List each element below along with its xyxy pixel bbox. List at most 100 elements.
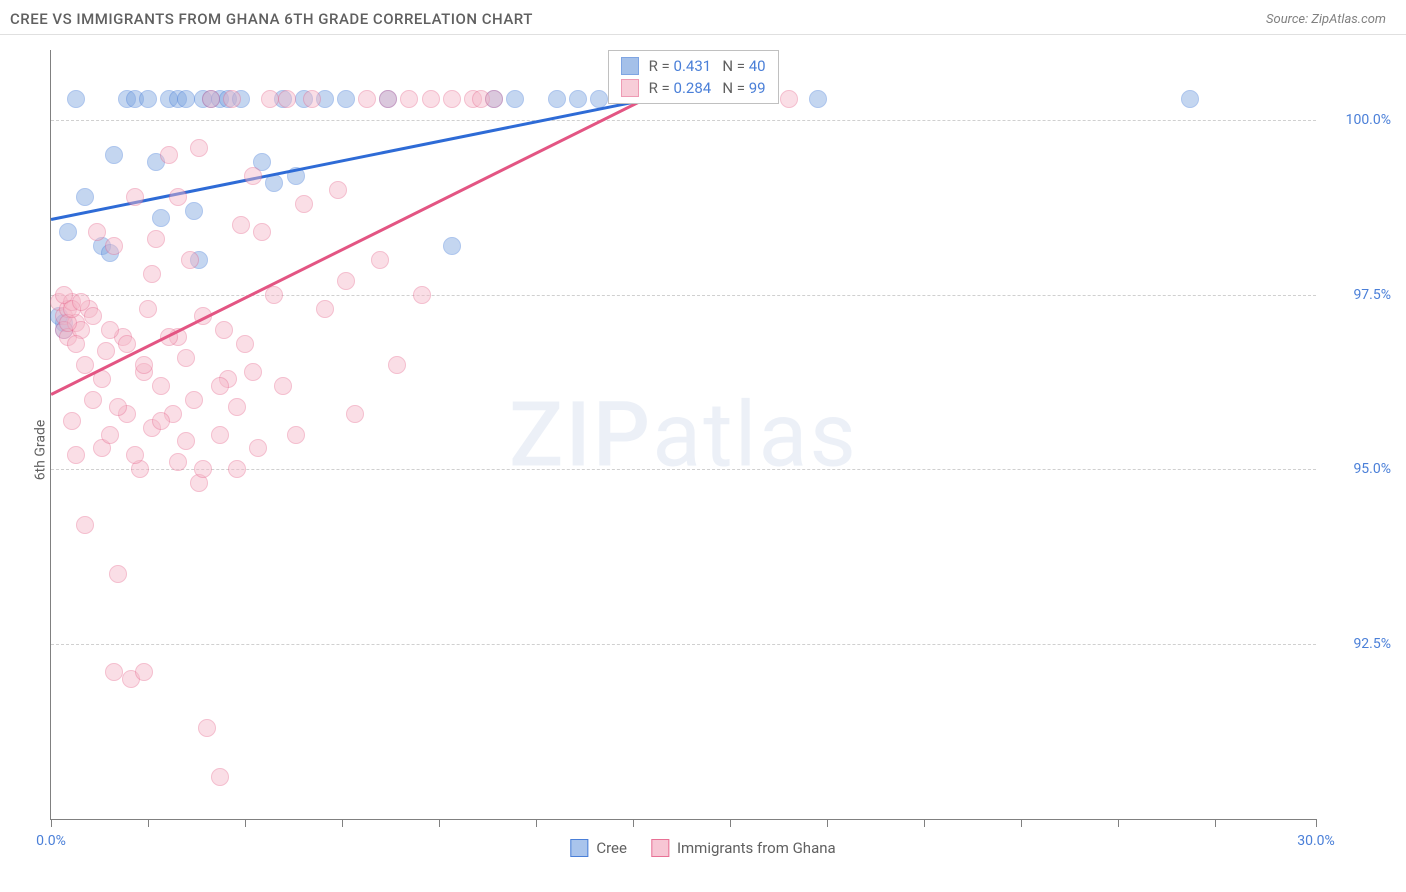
data-point xyxy=(329,181,347,199)
gridline-h xyxy=(51,120,1316,121)
legend-stats-text: R = 0.431 N = 40 xyxy=(649,57,766,75)
data-point xyxy=(211,377,229,395)
data-point xyxy=(177,90,195,108)
legend-swatch xyxy=(621,57,639,75)
data-point xyxy=(1181,90,1199,108)
data-point xyxy=(101,426,119,444)
data-point xyxy=(202,90,220,108)
data-point xyxy=(249,439,267,457)
data-point xyxy=(147,230,165,248)
gridline-h xyxy=(51,295,1316,296)
xtick xyxy=(1316,819,1317,827)
data-point xyxy=(97,342,115,360)
data-point xyxy=(88,223,106,241)
legend-item-ghana: Immigrants from Ghana xyxy=(651,839,836,857)
data-point xyxy=(422,90,440,108)
data-point xyxy=(303,90,321,108)
data-point xyxy=(126,446,144,464)
xtick xyxy=(1215,819,1216,827)
data-point xyxy=(236,335,254,353)
data-point xyxy=(244,167,262,185)
data-point xyxy=(211,426,229,444)
data-point xyxy=(278,90,296,108)
trend-line xyxy=(50,99,641,395)
data-point xyxy=(379,90,397,108)
data-point xyxy=(139,90,157,108)
xtick xyxy=(536,819,537,827)
data-point xyxy=(223,90,241,108)
data-point xyxy=(152,412,170,430)
data-point xyxy=(569,90,587,108)
data-point xyxy=(84,391,102,409)
data-point xyxy=(232,216,250,234)
ytick-label: 92.5% xyxy=(1326,636,1391,652)
data-point xyxy=(809,90,827,108)
data-point xyxy=(101,321,119,339)
legend-stats: R = 0.431 N = 40 R = 0.284 N = 99 xyxy=(608,50,779,104)
data-point xyxy=(185,202,203,220)
legend-stats-row: R = 0.431 N = 40 xyxy=(621,55,766,77)
data-point xyxy=(253,223,271,241)
data-point xyxy=(135,356,153,374)
legend-label-ghana: Immigrants from Ghana xyxy=(677,839,836,857)
data-point xyxy=(76,356,94,374)
data-point xyxy=(358,90,376,108)
ytick-label: 95.0% xyxy=(1326,461,1391,477)
data-point xyxy=(780,90,798,108)
data-point xyxy=(274,377,292,395)
xtick xyxy=(1118,819,1119,827)
data-point xyxy=(152,209,170,227)
data-point xyxy=(261,90,279,108)
data-point xyxy=(346,405,364,423)
data-point xyxy=(198,719,216,737)
data-point xyxy=(177,349,195,367)
data-point xyxy=(67,446,85,464)
ytick-label: 100.0% xyxy=(1326,112,1391,128)
legend-swatch xyxy=(621,79,639,97)
data-point xyxy=(215,321,233,339)
data-point xyxy=(506,90,524,108)
data-point xyxy=(67,90,85,108)
data-point xyxy=(485,90,503,108)
chart-header: CREE VS IMMIGRANTS FROM GHANA 6TH GRADE … xyxy=(0,0,1406,35)
plot-area: ZIPatlas 92.5%95.0%97.5%100.0%0.0%30.0%R… xyxy=(50,50,1316,820)
data-point xyxy=(181,251,199,269)
xtick-label: 0.0% xyxy=(36,833,66,849)
xtick xyxy=(148,819,149,827)
xtick xyxy=(439,819,440,827)
y-axis-label: 6th Grade xyxy=(32,420,48,481)
data-point xyxy=(548,90,566,108)
data-point xyxy=(63,412,81,430)
xtick xyxy=(1021,819,1022,827)
legend-bottom: Cree Immigrants from Ghana xyxy=(570,839,835,857)
chart-source: Source: ZipAtlas.com xyxy=(1266,12,1386,27)
legend-swatch-ghana xyxy=(651,839,669,857)
data-point xyxy=(443,90,461,108)
data-point xyxy=(67,335,85,353)
xtick xyxy=(342,819,343,827)
data-point xyxy=(295,195,313,213)
legend-label-cree: Cree xyxy=(596,839,627,857)
chart-title: CREE VS IMMIGRANTS FROM GHANA 6TH GRADE … xyxy=(10,10,533,28)
data-point xyxy=(388,356,406,374)
data-point xyxy=(105,663,123,681)
data-point xyxy=(316,300,334,318)
data-point xyxy=(211,768,229,786)
data-point xyxy=(135,663,153,681)
data-point xyxy=(244,363,262,381)
data-point xyxy=(118,335,136,353)
xtick-label: 30.0% xyxy=(1297,833,1335,849)
legend-stats-row: R = 0.284 N = 99 xyxy=(621,77,766,99)
xtick xyxy=(633,819,634,827)
data-point xyxy=(287,426,305,444)
data-point xyxy=(265,286,283,304)
data-point xyxy=(413,286,431,304)
xtick xyxy=(730,819,731,827)
data-point xyxy=(76,188,94,206)
data-point xyxy=(84,307,102,325)
legend-swatch-cree xyxy=(570,839,588,857)
data-point xyxy=(190,139,208,157)
data-point xyxy=(109,565,127,583)
data-point xyxy=(443,237,461,255)
xtick xyxy=(245,819,246,827)
